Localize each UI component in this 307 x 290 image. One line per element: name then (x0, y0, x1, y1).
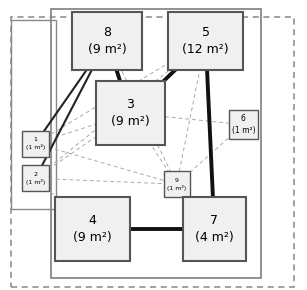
Text: 5
(12 m²): 5 (12 m²) (182, 26, 229, 56)
Bar (55, 197, 130, 261)
Bar (164, 171, 190, 197)
Text: 8
(9 m²): 8 (9 m²) (88, 26, 126, 56)
Bar (95, 81, 165, 145)
Bar (229, 110, 258, 139)
Text: 1
(1 m²): 1 (1 m²) (26, 137, 45, 150)
Bar (72, 12, 142, 70)
Text: 3
(9 m²): 3 (9 m²) (111, 98, 150, 128)
Bar (11, 20, 56, 209)
Bar (168, 12, 243, 70)
Bar (182, 197, 246, 261)
Text: 4
(9 m²): 4 (9 m²) (73, 214, 112, 244)
Bar (51, 9, 261, 278)
Text: 6
(1 m²): 6 (1 m²) (231, 114, 255, 135)
Text: 7
(4 m²): 7 (4 m²) (195, 214, 234, 244)
Bar (21, 165, 49, 191)
Bar (21, 130, 49, 157)
Text: 9
(1 m²): 9 (1 m²) (167, 178, 186, 191)
Text: 2
(1 m²): 2 (1 m²) (26, 172, 45, 185)
